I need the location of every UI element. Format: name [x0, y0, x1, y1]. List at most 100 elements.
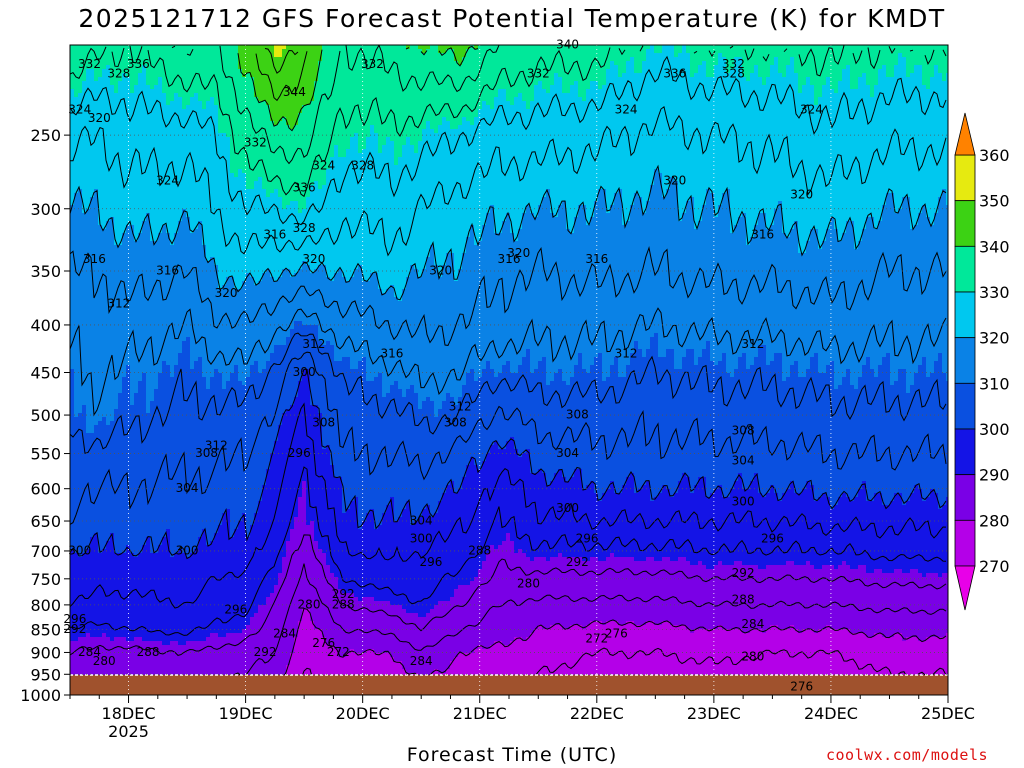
theta-cell: [118, 189, 123, 194]
theta-cell: [178, 133, 183, 138]
theta-cell: [142, 645, 147, 650]
theta-cell: [118, 69, 123, 74]
theta-cell: [82, 285, 87, 290]
theta-cell: [122, 53, 127, 58]
theta-cell: [94, 233, 99, 238]
theta-cell: [150, 409, 155, 414]
theta-cell: [74, 241, 79, 246]
theta-cell: [162, 481, 167, 486]
theta-cell: [102, 293, 107, 298]
theta-cell: [98, 241, 103, 246]
theta-cell: [134, 549, 139, 554]
theta-cell: [106, 121, 111, 126]
theta-cell: [170, 637, 175, 642]
theta-cell: [134, 313, 139, 318]
theta-cell: [174, 117, 179, 122]
theta-cell: [122, 593, 127, 598]
theta-cell: [126, 269, 131, 274]
theta-cell: [146, 313, 151, 318]
theta-cell: [158, 129, 163, 134]
theta-cell: [146, 89, 151, 94]
theta-cell: [70, 249, 75, 254]
theta-cell: [122, 105, 127, 110]
theta-cell: [130, 493, 135, 498]
theta-cell: [90, 657, 95, 662]
theta-cell: [154, 457, 159, 462]
theta-cell: [114, 441, 119, 446]
theta-cell: [74, 321, 79, 326]
theta-cell: [102, 345, 107, 350]
theta-cell: [162, 361, 167, 366]
theta-cell: [118, 89, 123, 94]
theta-cell: [78, 61, 83, 66]
theta-cell: [74, 273, 79, 278]
theta-cell: [158, 509, 163, 514]
theta-cell: [146, 197, 151, 202]
theta-cell: [102, 517, 107, 522]
theta-cell: [114, 497, 119, 502]
theta-cell: [190, 185, 195, 190]
theta-cell: [174, 369, 179, 374]
theta-cell: [154, 313, 159, 318]
theta-cell: [162, 73, 167, 78]
theta-cell: [154, 69, 159, 74]
theta-cell: [158, 633, 163, 638]
theta-cell: [98, 161, 103, 166]
theta-cell: [182, 309, 187, 314]
theta-cell: [126, 157, 131, 162]
theta-cell: [134, 85, 139, 90]
theta-cell: [98, 461, 103, 466]
theta-cell: [82, 57, 87, 62]
theta-cell: [146, 93, 151, 98]
theta-cell: [90, 57, 95, 62]
theta-cell: [102, 69, 107, 74]
theta-cell: [130, 481, 135, 486]
theta-cell: [98, 253, 103, 258]
theta-cell: [158, 461, 163, 466]
theta-cell: [114, 369, 119, 374]
theta-cell: [102, 457, 107, 462]
theta-cell: [150, 337, 155, 342]
theta-cell: [178, 657, 183, 662]
theta-cell: [146, 409, 151, 414]
theta-cell: [138, 201, 143, 206]
theta-cell: [102, 217, 107, 222]
theta-cell: [166, 269, 171, 274]
theta-cell: [182, 533, 187, 538]
theta-cell: [82, 505, 87, 510]
theta-cell: [126, 613, 131, 618]
theta-cell: [162, 85, 167, 90]
theta-cell: [106, 545, 111, 550]
theta-cell: [122, 545, 127, 550]
theta-cell: [150, 477, 155, 482]
theta-cell: [166, 353, 171, 358]
theta-cell: [130, 505, 135, 510]
theta-cell: [114, 97, 119, 102]
theta-cell: [154, 649, 159, 654]
theta-cell: [86, 289, 91, 294]
theta-cell: [134, 657, 139, 662]
theta-cell: [150, 649, 155, 654]
theta-cell: [74, 309, 79, 314]
theta-cell: [150, 201, 155, 206]
theta-cell: [142, 109, 147, 114]
theta-cell: [82, 509, 87, 514]
theta-cell: [90, 613, 95, 618]
theta-cell: [186, 613, 191, 618]
theta-cell: [162, 221, 167, 226]
theta-cell: [134, 485, 139, 490]
theta-cell: [190, 357, 195, 362]
theta-cell: [146, 301, 151, 306]
theta-cell: [142, 257, 147, 262]
theta-cell: [134, 609, 139, 614]
theta-cell: [82, 425, 87, 430]
theta-cell: [110, 49, 115, 54]
theta-cell: [106, 393, 111, 398]
theta-cell: [178, 345, 183, 350]
theta-cell: [130, 137, 135, 142]
theta-cell: [130, 533, 135, 538]
theta-cell: [118, 513, 123, 518]
theta-cell: [138, 401, 143, 406]
theta-cell: [122, 261, 127, 266]
theta-cell: [146, 437, 151, 442]
